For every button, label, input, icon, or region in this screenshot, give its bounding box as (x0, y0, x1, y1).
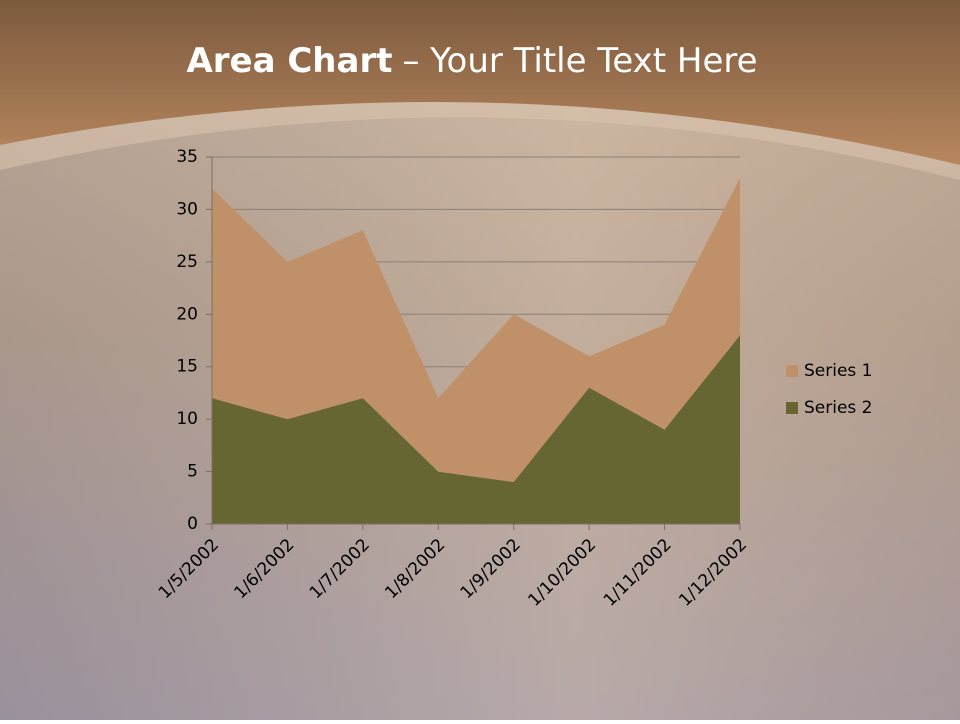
slide-title: Area Chart – Your Title Text Here (186, 41, 757, 81)
legend-swatch (786, 365, 798, 377)
y-tick-label: 25 (176, 252, 198, 272)
title-rest: – Your Title Text Here (402, 41, 757, 81)
area (212, 177, 740, 483)
y-tick-label: 30 (176, 199, 198, 219)
y-tick-label: 10 (176, 409, 198, 429)
header-band (0, 0, 960, 165)
title-bold: Area Chart (186, 41, 392, 81)
legend-swatch (786, 402, 798, 414)
area (212, 335, 740, 524)
y-tick-label: 5 (187, 462, 198, 482)
y-tick-label: 15 (176, 357, 198, 377)
y-tick-label: 20 (176, 304, 198, 324)
legend-label: Series 1 (804, 361, 873, 381)
legend-label: Series 2 (804, 398, 873, 418)
y-tick-label: 35 (176, 147, 198, 167)
y-tick-label: 0 (187, 514, 198, 534)
